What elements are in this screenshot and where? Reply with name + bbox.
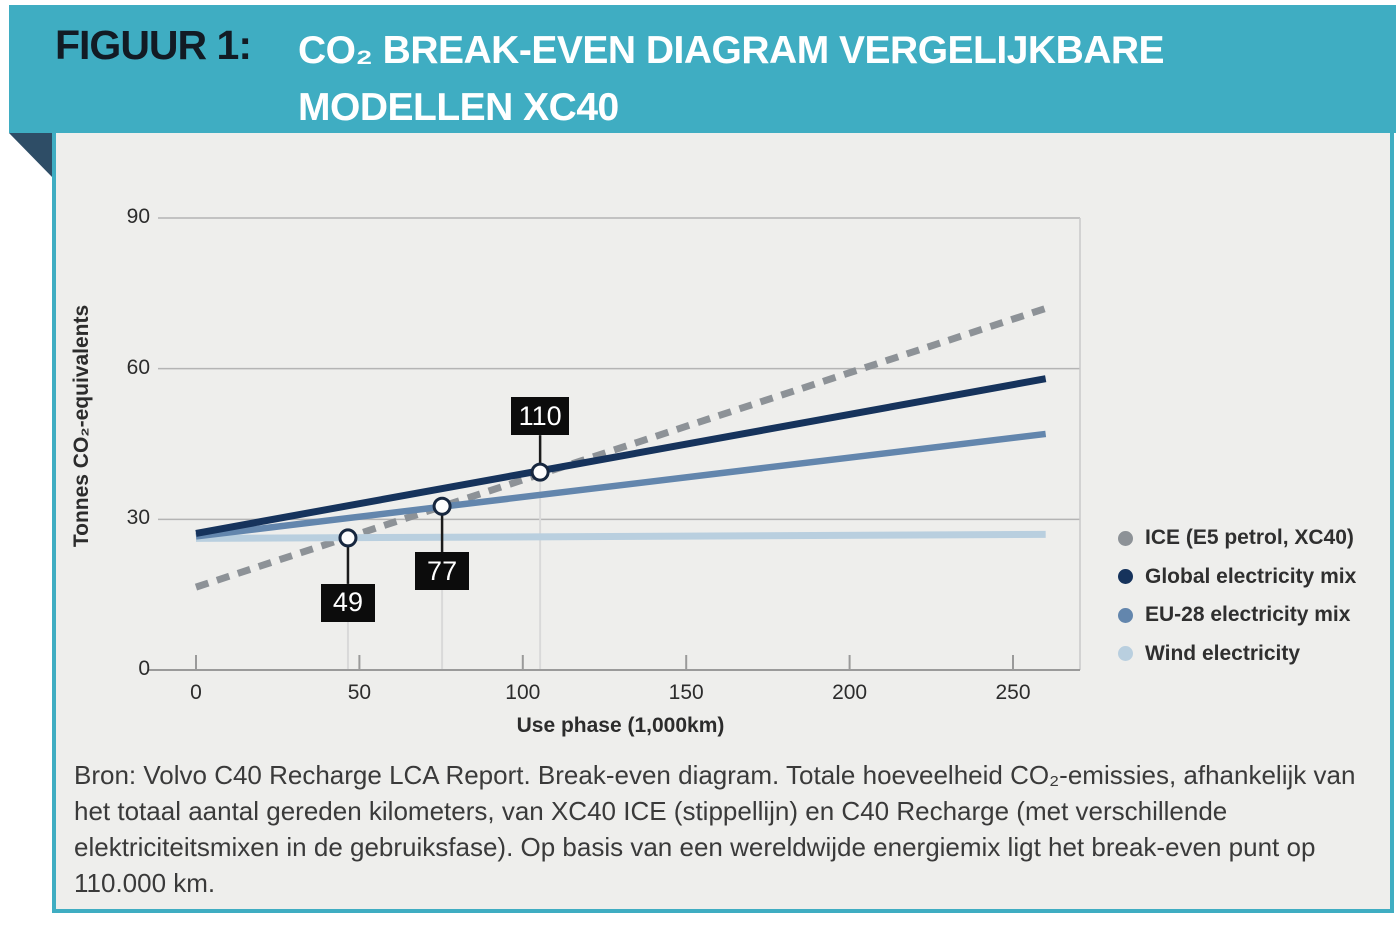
series-line-ice-e5-petrol-xc40- bbox=[194, 305, 1047, 591]
x-tick-label-100: 100 bbox=[505, 681, 541, 704]
x-tick-label-0: 0 bbox=[190, 681, 202, 704]
y-tick-label-30: 30 bbox=[126, 506, 150, 530]
x-tick-label-50: 50 bbox=[347, 681, 372, 704]
legend-item-2: EU-28 electricity mix bbox=[1118, 596, 1356, 635]
figure-caption: Bron: Volvo C40 Recharge LCA Report. Bre… bbox=[74, 760, 1356, 898]
break-even-marker-110 bbox=[530, 462, 550, 482]
figure-header-band bbox=[9, 5, 1396, 133]
legend-swatch-icon bbox=[1118, 607, 1133, 623]
legend-swatch-icon bbox=[1118, 569, 1133, 585]
figure-title-line1: CO₂ BREAK-EVEN DIAGRAM VERGELIJKBARE bbox=[298, 29, 1165, 72]
figure-title: CO₂ BREAK-EVEN DIAGRAM VERGELIJKBARE MOD… bbox=[298, 22, 1165, 136]
legend-label: Global electricity mix bbox=[1145, 564, 1357, 588]
chart-legend: ICE (E5 petrol, XC40) Global electricity … bbox=[1118, 519, 1356, 673]
x-tick-label-200: 200 bbox=[832, 681, 868, 704]
legend-label: Wind electricity bbox=[1145, 641, 1301, 665]
legend-swatch-icon bbox=[1118, 530, 1133, 546]
x-tick-label-250: 250 bbox=[995, 681, 1031, 704]
break-even-marker-77 bbox=[432, 496, 452, 516]
series-line-wind-electricity bbox=[195, 530, 1046, 542]
series-line-global-electricity-mix bbox=[195, 375, 1047, 537]
figure-number-label: FIGUUR 1: bbox=[55, 22, 252, 68]
legend-swatch-icon bbox=[1118, 646, 1133, 662]
series-line-eu-28-electricity-mix bbox=[195, 430, 1047, 540]
y-tick-label-60: 60 bbox=[126, 355, 150, 379]
legend-item-0: ICE (E5 petrol, XC40) bbox=[1118, 519, 1356, 558]
break-even-label-49: 49 bbox=[320, 583, 375, 622]
y-axis-label: Tonnes CO₂-equivalents bbox=[70, 304, 93, 548]
figure-title-line2: MODELLEN XC40 bbox=[298, 86, 619, 129]
x-tick-label-150: 150 bbox=[668, 681, 704, 704]
legend-item-3: Wind electricity bbox=[1118, 635, 1356, 674]
y-tick-label-90: 90 bbox=[126, 205, 150, 228]
legend-label: EU-28 electricity mix bbox=[1145, 603, 1351, 627]
break-even-label-110: 110 bbox=[511, 397, 570, 436]
break-even-marker-49 bbox=[338, 528, 358, 548]
break-even-label-77: 77 bbox=[415, 552, 470, 591]
x-axis-label: Use phase (1,000km) bbox=[516, 714, 725, 737]
figure-panel bbox=[52, 133, 1394, 913]
y-tick-label-0: 0 bbox=[138, 657, 150, 680]
legend-label: ICE (E5 petrol, XC40) bbox=[1145, 526, 1354, 550]
legend-item-1: Global electricity mix bbox=[1118, 558, 1356, 597]
